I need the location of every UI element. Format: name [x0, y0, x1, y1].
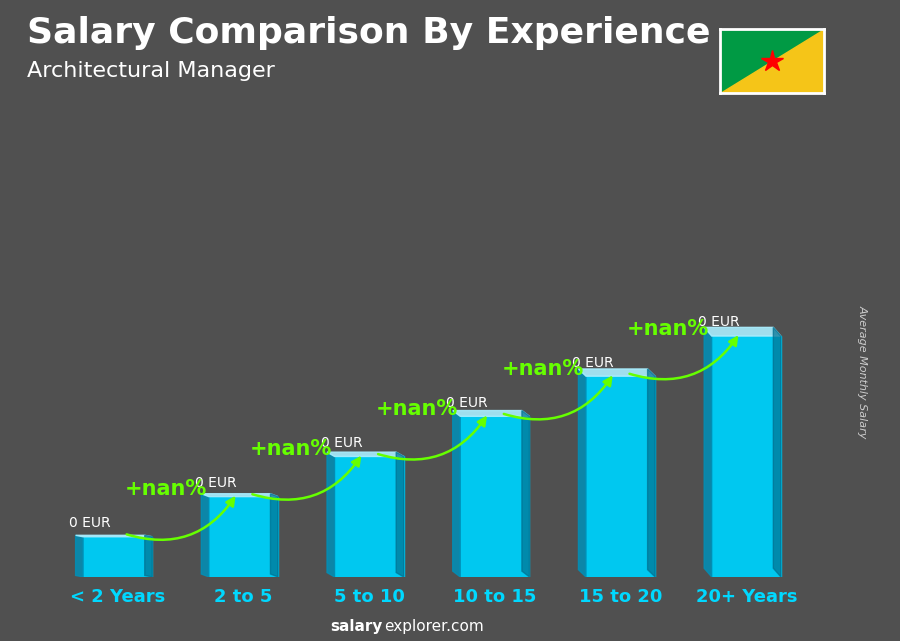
Polygon shape [327, 452, 404, 456]
Text: +nan%: +nan% [376, 399, 458, 419]
Text: Architectural Manager: Architectural Manager [27, 61, 274, 81]
Text: 0 EUR: 0 EUR [446, 395, 488, 410]
Polygon shape [327, 452, 335, 577]
Polygon shape [453, 410, 460, 577]
Text: 0 EUR: 0 EUR [69, 516, 111, 530]
Polygon shape [145, 535, 152, 577]
Text: +nan%: +nan% [627, 319, 709, 339]
Polygon shape [773, 328, 781, 577]
Bar [83, 537, 152, 577]
Polygon shape [202, 494, 278, 497]
Text: +nan%: +nan% [124, 479, 207, 499]
Polygon shape [720, 29, 824, 93]
Text: Salary Comparison By Experience: Salary Comparison By Experience [27, 16, 710, 50]
Polygon shape [579, 369, 586, 577]
Polygon shape [396, 452, 404, 577]
Text: 0 EUR: 0 EUR [572, 356, 614, 370]
Text: salary: salary [330, 619, 382, 635]
Polygon shape [202, 494, 209, 577]
Text: 0 EUR: 0 EUR [195, 476, 237, 490]
Bar [335, 456, 404, 577]
Polygon shape [271, 494, 278, 577]
Bar [460, 416, 529, 577]
Text: 0 EUR: 0 EUR [320, 436, 363, 450]
Bar [209, 497, 278, 577]
Text: Average Monthly Salary: Average Monthly Salary [857, 305, 868, 438]
Bar [712, 336, 781, 577]
Polygon shape [76, 535, 152, 537]
Text: +nan%: +nan% [501, 359, 584, 379]
Bar [586, 376, 655, 577]
Polygon shape [453, 410, 529, 416]
Text: +nan%: +nan% [250, 439, 332, 460]
Polygon shape [76, 535, 83, 577]
Polygon shape [648, 369, 655, 577]
Polygon shape [720, 29, 824, 93]
Text: explorer.com: explorer.com [384, 619, 484, 635]
Polygon shape [522, 410, 529, 577]
Polygon shape [704, 328, 781, 336]
Text: 0 EUR: 0 EUR [698, 315, 740, 329]
Polygon shape [704, 328, 712, 577]
Polygon shape [579, 369, 655, 376]
